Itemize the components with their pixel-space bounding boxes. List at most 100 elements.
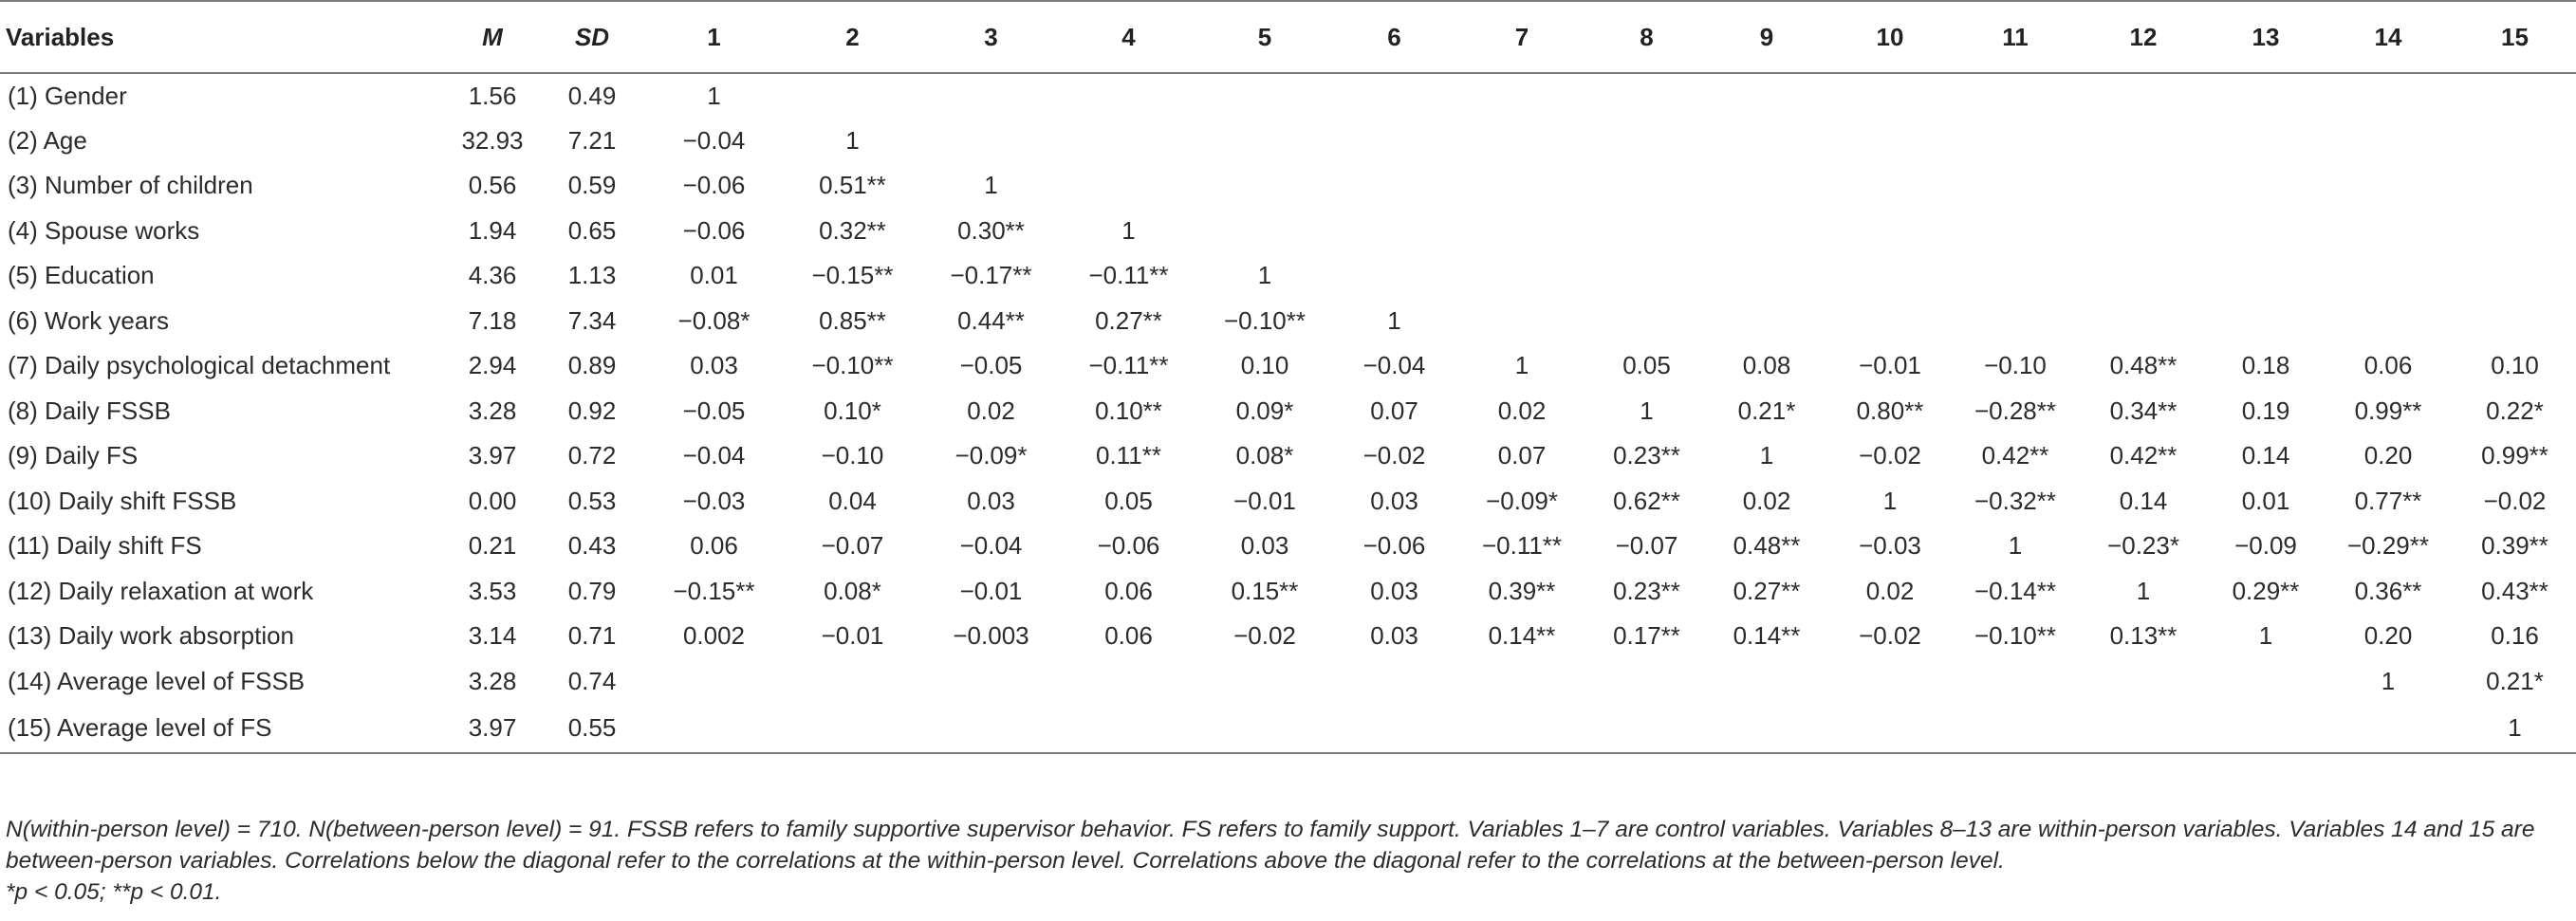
- correlation-cell: −0.11**: [1088, 261, 1169, 290]
- table-row: (10) Daily shift FSSB 0.00 0.53 −0.03 0.04 0.…: [0, 479, 2576, 525]
- correlation-cell: −0.09: [2234, 531, 2297, 561]
- mean-cell: 3.28: [468, 396, 517, 425]
- header-variable-6: 6: [1332, 0, 1456, 74]
- correlation-cell: [1060, 73, 1197, 119]
- correlation-cell: [1953, 209, 2078, 254]
- correlation-cell: −0.17**: [950, 261, 1032, 290]
- correlation-cell: [2323, 209, 2454, 254]
- correlation-cell: [783, 73, 922, 119]
- correlation-cell: 0.08*: [1235, 441, 1294, 470]
- correlation-cell: [2078, 163, 2209, 209]
- correlation-cell: 0.02: [967, 396, 1015, 425]
- table-header-row: Variables M SD 1 2 3 4 5 6 7 8 9 10 11 12 13 14 15: [0, 0, 2576, 74]
- correlation-cell: [1332, 163, 1456, 209]
- mean-cell: 3.14: [468, 621, 517, 651]
- table-row: (9) Daily FS 3.97 0.72 −0.04 −0.10 −0.09* 0.11…: [0, 433, 2576, 479]
- correlation-cell: −0.06: [1362, 531, 1426, 561]
- correlation-cell: [1197, 209, 1332, 254]
- correlation-cell: −0.03: [1859, 531, 1921, 561]
- correlation-cell: 0.48**: [1733, 531, 1801, 561]
- correlation-cell: [1456, 659, 1587, 705]
- correlation-cell: 0.03: [690, 351, 738, 380]
- correlation-cell: −0.01: [959, 576, 1023, 605]
- correlation-cell: [1332, 659, 1456, 705]
- correlation-cell: 0.06: [690, 531, 738, 561]
- correlation-cell: [922, 704, 1060, 754]
- correlation-cell: [1706, 119, 1827, 164]
- correlation-cell: 0.17**: [1613, 621, 1680, 651]
- correlation-cell: −0.05: [959, 351, 1023, 380]
- table-row: (3) Number of children 0.56 0.59 −0.06 0.51*…: [0, 163, 2576, 209]
- correlation-cell: 0.07: [1497, 441, 1547, 470]
- correlation-cell: −0.29**: [2346, 531, 2430, 561]
- correlation-cell: [2209, 119, 2323, 164]
- variable-name-cell: (13) Daily work absorption: [8, 621, 295, 651]
- correlation-cell: [2209, 704, 2323, 754]
- correlation-cell: −0.06: [1097, 531, 1160, 561]
- header-variable-2: 2: [783, 0, 922, 74]
- correlation-cell: [1456, 163, 1587, 209]
- correlation-cell: [1706, 73, 1827, 119]
- correlation-cell: [1706, 209, 1827, 254]
- correlation-cell: [1827, 163, 1953, 209]
- correlation-cell: −0.04: [1362, 351, 1426, 380]
- table-row: (7) Daily psychological detachment 2.94 0.…: [0, 343, 2576, 389]
- mean-cell: 1.94: [468, 215, 517, 245]
- correlation-cell: −0.01: [1233, 486, 1296, 515]
- correlation-cell: [783, 659, 922, 705]
- correlation-cell: [1060, 659, 1197, 705]
- mean-cell: 0.56: [468, 171, 517, 200]
- sd-cell: 1.13: [567, 261, 617, 290]
- correlation-cell: −0.11**: [1088, 351, 1169, 380]
- correlation-cell: [1953, 73, 2078, 119]
- correlation-cell: [1953, 659, 2078, 705]
- correlation-cell: 0.39**: [1488, 576, 1556, 605]
- correlation-cell: 0.08: [1742, 351, 1791, 380]
- header-variable-7: 7: [1456, 0, 1587, 74]
- correlation-cell: 0.02: [1865, 576, 1915, 605]
- variable-name-cell: (11) Daily shift FS: [8, 531, 202, 561]
- mean-cell: 0.00: [468, 486, 517, 515]
- correlation-cell: [2454, 299, 2576, 344]
- correlation-cell: −0.10**: [1223, 305, 1307, 335]
- correlation-cell: [1332, 119, 1456, 164]
- correlation-cell: 0.14: [2241, 441, 2290, 470]
- correlation-cell: [2323, 73, 2454, 119]
- correlation-cell: −0.15**: [811, 261, 894, 290]
- table-body: (1) Gender 1.56 0.49 1 (2) Age 32.93 7.21 −0.04…: [0, 73, 2576, 754]
- variable-name-cell: (3) Number of children: [8, 171, 253, 200]
- correlation-cell: 0.36**: [2354, 576, 2422, 605]
- correlation-cell: 1: [2008, 531, 2023, 561]
- correlation-cell: 1: [2258, 621, 2273, 651]
- correlation-cell: −0.03: [682, 486, 746, 515]
- correlation-cell: 0.10: [2491, 351, 2539, 380]
- correlation-cell: [1706, 704, 1827, 754]
- correlation-cell: −0.11**: [1481, 531, 1563, 561]
- correlation-cell: −0.10**: [1974, 621, 2057, 651]
- sd-cell: 0.43: [567, 531, 617, 561]
- correlation-cell: 0.01: [2241, 486, 2290, 515]
- table-row: (13) Daily work absorption 3.14 0.71 0.002 −…: [0, 614, 2576, 659]
- correlation-cell: 0.99**: [2354, 396, 2422, 425]
- correlation-cell: [1587, 659, 1706, 705]
- table-row: (1) Gender 1.56 0.49 1: [0, 73, 2576, 119]
- correlation-cell: −0.15**: [673, 576, 755, 605]
- correlation-cell: −0.02: [1362, 441, 1426, 470]
- variable-name-cell: (4) Spouse works: [8, 215, 200, 245]
- correlation-cell: [1060, 119, 1197, 164]
- correlation-cell: 0.01: [690, 261, 738, 290]
- correlation-cell: 1: [707, 81, 721, 110]
- correlation-cell: [1332, 253, 1456, 299]
- correlation-cell: 0.42**: [1981, 441, 2049, 470]
- correlation-cell: −0.23*: [2107, 531, 2179, 561]
- correlation-cell: [1953, 253, 2078, 299]
- correlation-cell: 0.77**: [2354, 486, 2422, 515]
- correlation-cell: −0.10: [821, 441, 884, 470]
- correlation-cell: 1: [845, 125, 860, 155]
- correlation-cell: [1953, 163, 2078, 209]
- sd-cell: 0.59: [567, 171, 617, 200]
- correlation-cell: [1060, 704, 1197, 754]
- header-variable-4: 4: [1060, 0, 1197, 74]
- correlation-cell: 0.22*: [2486, 396, 2544, 425]
- correlation-cell: [1456, 73, 1587, 119]
